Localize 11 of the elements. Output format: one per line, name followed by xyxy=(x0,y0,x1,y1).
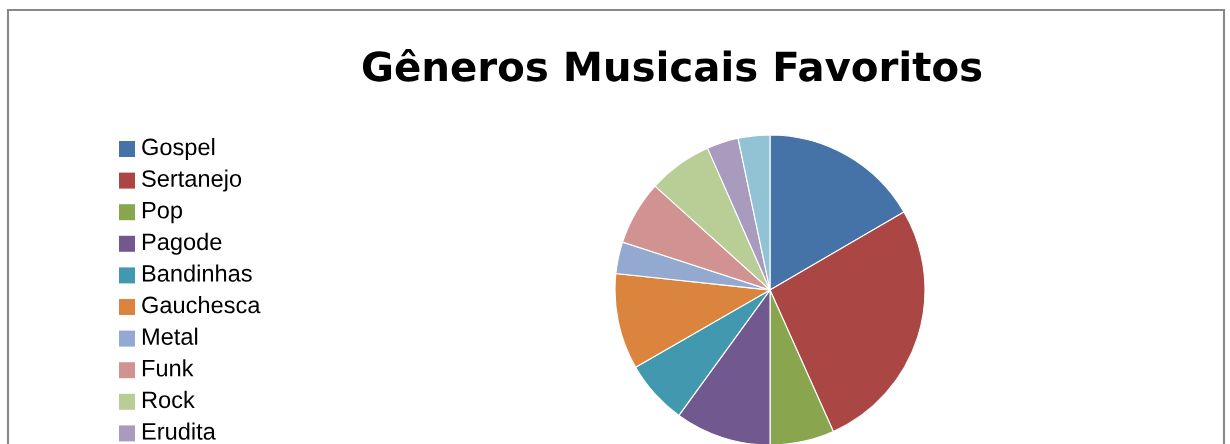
legend-label: Erudita xyxy=(142,422,216,440)
legend-label: Pagode xyxy=(142,232,222,255)
legend-label: Bandinhas xyxy=(142,264,252,282)
legend-label: Pop xyxy=(142,202,183,224)
legend-label: Gospel xyxy=(142,138,215,161)
legend-label: Gauchesca xyxy=(142,296,261,314)
chart-title: Gêneros Musicais Favoritos xyxy=(362,48,982,82)
legend-label: Sertanejo xyxy=(142,169,242,192)
legend-label: Funk xyxy=(142,359,194,377)
legend-label: Metal xyxy=(142,327,198,345)
legend-label: Rock xyxy=(142,390,195,409)
